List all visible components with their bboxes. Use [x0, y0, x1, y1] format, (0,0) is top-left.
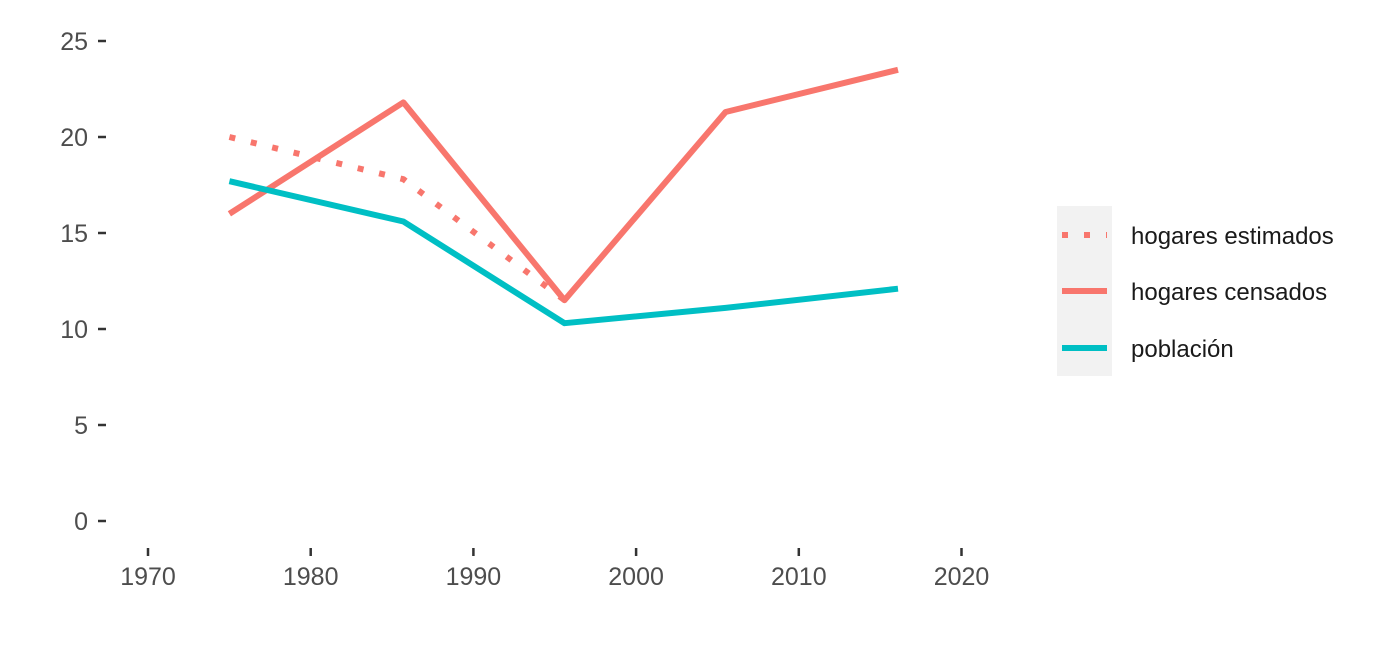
x-tick-label: 2000 [608, 563, 664, 591]
y-tick-label: 15 [60, 220, 88, 248]
legend-label: hogares estimados [1131, 223, 1334, 250]
series-lines [227, 66, 899, 327]
legend-label: población [1131, 336, 1234, 363]
axes: 0 5 10 15 20 25 1970 1980 1990 2000 2010 2020 [60, 28, 989, 591]
legend-label: hogares censados [1131, 279, 1327, 306]
y-tick-label: 20 [60, 124, 88, 152]
y-tick-label: 5 [74, 412, 88, 440]
series-line-hogares-censados [227, 66, 899, 304]
x-tick-label: 1980 [283, 563, 339, 591]
x-tick-label: 2010 [771, 563, 827, 591]
x-tick-label: 1970 [120, 563, 176, 591]
x-tick-label: 1990 [446, 563, 502, 591]
series-line-hogares-estimados [228, 134, 567, 303]
y-tick-label: 10 [60, 316, 88, 344]
x-tick-label: 2020 [934, 563, 990, 591]
legend: hogares estimados hogares censados poblaci… [1057, 206, 1334, 376]
y-tick-label: 25 [60, 28, 88, 56]
y-tick-label: 0 [74, 508, 88, 536]
series-line-población [228, 178, 899, 327]
